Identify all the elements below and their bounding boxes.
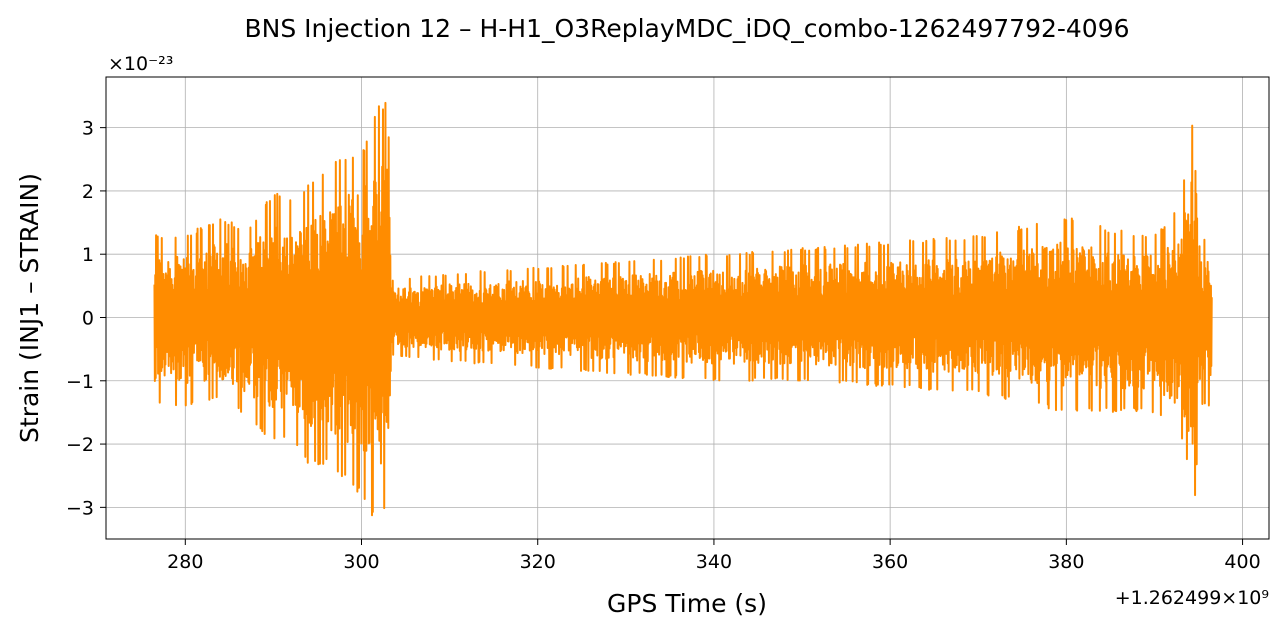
y-tick-label: 3 — [82, 118, 94, 140]
x-axis-label: GPS Time (s) — [607, 589, 767, 618]
y-tick-label: −2 — [66, 434, 94, 456]
y-tick-label: −3 — [66, 497, 94, 519]
series-strain — [153, 101, 1213, 517]
x-tick-label: 380 — [1048, 551, 1084, 573]
x-tick-label: 340 — [696, 551, 732, 573]
x-tick-label: 400 — [1224, 551, 1260, 573]
x-offset-label: +1.262499×10⁹ — [1115, 587, 1269, 609]
chart-title: BNS Injection 12 – H-H1_O3ReplayMDC_iDQ_… — [244, 14, 1129, 43]
x-tick-label: 300 — [343, 551, 379, 573]
ticks: 280 300 320 340 360 380 400 −3 −2 −1 0 1 2 3 — [66, 118, 1261, 573]
plot-frame — [105, 76, 1270, 540]
y-axis-label: Strain (INJ1 – STRAIN) — [15, 173, 44, 443]
y-tick-label: 1 — [82, 244, 94, 266]
x-tick-label: 280 — [167, 551, 203, 573]
x-tick-label: 320 — [520, 551, 556, 573]
x-tick-label: 360 — [872, 551, 908, 573]
y-tick-label: −1 — [66, 371, 94, 393]
y-tick-label: 0 — [82, 307, 94, 329]
strain-line — [153, 101, 1213, 517]
y-scale-label: ×10⁻²³ — [108, 53, 173, 75]
y-tick-label: 2 — [82, 181, 94, 203]
